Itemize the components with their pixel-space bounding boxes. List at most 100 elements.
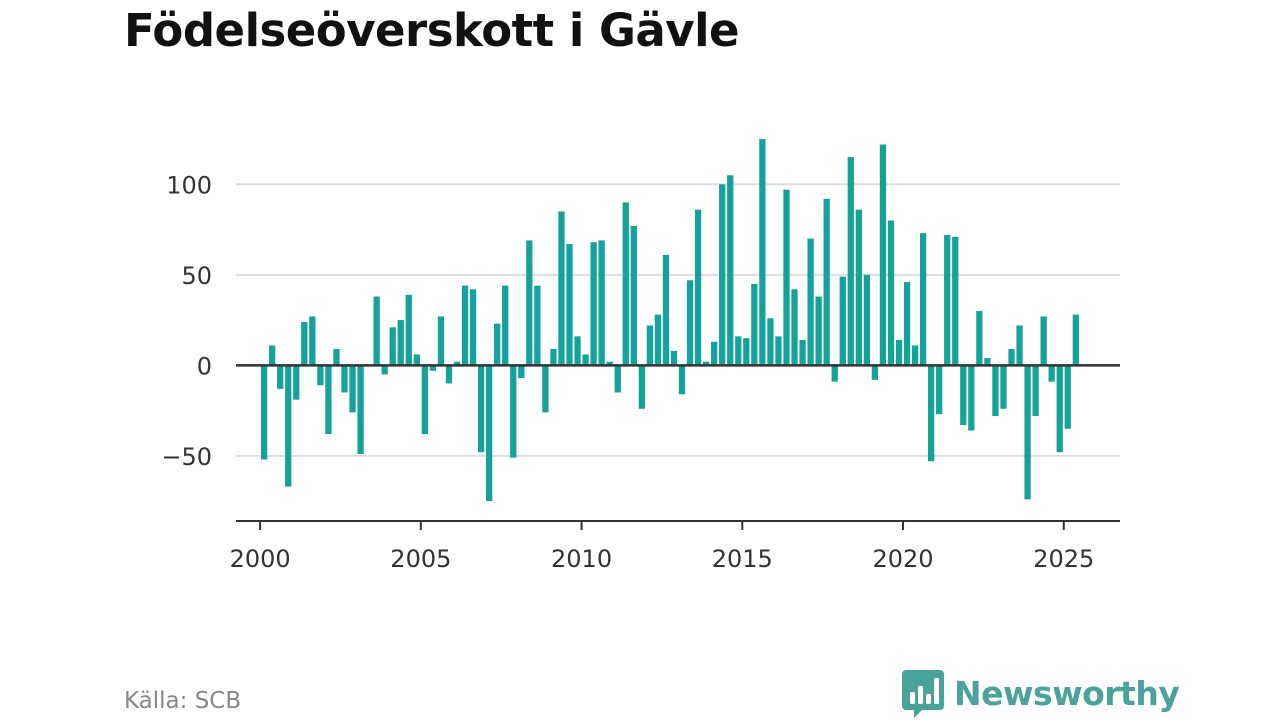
y-tick-label: 100 [166, 171, 212, 199]
source-note: Källa: SCB [124, 688, 242, 714]
bar [309, 316, 316, 366]
bar [574, 336, 581, 366]
bar [767, 318, 774, 366]
bar [727, 175, 734, 366]
bar [550, 349, 557, 366]
bar [542, 365, 549, 413]
bar [518, 365, 525, 378]
bar [638, 365, 645, 409]
bar [445, 365, 453, 384]
y-tick-labels: 100 50 0 −50 [161, 171, 212, 471]
bar [799, 339, 806, 366]
bar [1016, 325, 1023, 366]
bar [791, 289, 798, 366]
bar-chart: 100 50 0 −50 2000 2005 2010 2015 2020 2025 [161, 139, 1120, 573]
bar [928, 365, 935, 462]
bar [654, 314, 662, 366]
bar [1032, 365, 1039, 417]
bar [349, 365, 356, 413]
bar [976, 311, 983, 366]
bar [887, 220, 895, 366]
bar [759, 139, 766, 366]
bar [277, 365, 284, 389]
bar [301, 321, 308, 366]
bar [325, 365, 332, 435]
bar [1024, 365, 1031, 500]
bar [269, 345, 276, 366]
bar [1048, 365, 1055, 382]
x-ticks: 2000 2005 2010 2015 2020 2025 [230, 521, 1094, 573]
bar [333, 349, 340, 366]
bar [413, 354, 420, 366]
x-tick-label: 2025 [1033, 545, 1094, 573]
bar [405, 294, 412, 366]
bar [662, 254, 670, 366]
bar [863, 274, 870, 366]
bar [702, 361, 710, 366]
bar [960, 365, 967, 426]
bar [686, 280, 694, 366]
bars [260, 139, 1079, 502]
bar [871, 365, 879, 380]
bar-chart-speech-bubble-icon [902, 670, 944, 718]
gridlines [236, 183, 1120, 457]
bar [879, 144, 887, 366]
y-tick-label: 0 [197, 352, 212, 380]
bar [719, 184, 726, 366]
bar [614, 365, 621, 393]
bar [711, 341, 718, 366]
bar [429, 365, 437, 371]
y-tick-label: −50 [161, 443, 212, 471]
bar [526, 240, 533, 366]
bar [678, 365, 686, 395]
bar [1072, 314, 1079, 366]
bar [807, 238, 814, 366]
bar [775, 336, 782, 366]
bar [630, 225, 637, 366]
bar [453, 361, 461, 366]
x-tick-label: 2010 [551, 545, 612, 573]
bar [397, 320, 404, 366]
bar [598, 240, 605, 366]
bar [341, 365, 348, 393]
bar [461, 285, 469, 366]
bar [566, 244, 573, 366]
bar [1056, 365, 1063, 453]
bar [486, 365, 493, 502]
bar [783, 189, 790, 366]
bar [469, 289, 477, 366]
brand-name: Newsworthy [954, 673, 1180, 713]
bar [389, 327, 396, 366]
bar [1000, 365, 1007, 409]
bar [317, 365, 324, 386]
y-tick-label: 50 [181, 262, 212, 290]
bar [1040, 316, 1047, 366]
bar [984, 358, 991, 366]
bar [735, 336, 742, 366]
bar [590, 242, 597, 366]
bar [823, 198, 830, 366]
bar [606, 361, 613, 366]
bar [357, 365, 364, 455]
bar [815, 296, 822, 366]
newsworthy-logo: Newsworthy [902, 668, 1180, 718]
bar [510, 365, 517, 458]
bar [558, 211, 565, 366]
bar [477, 365, 485, 453]
bar [502, 285, 509, 366]
bar [944, 234, 951, 366]
bar [847, 157, 854, 366]
bar [293, 365, 300, 400]
bar [831, 365, 838, 382]
bar [895, 339, 903, 366]
bar [494, 323, 501, 366]
bar [903, 282, 911, 366]
bar [968, 365, 975, 431]
bar [437, 316, 445, 366]
bar [911, 345, 919, 366]
bar [839, 276, 846, 366]
bar [582, 354, 589, 366]
bar [992, 365, 999, 417]
bar [622, 202, 629, 366]
bar [373, 296, 380, 366]
